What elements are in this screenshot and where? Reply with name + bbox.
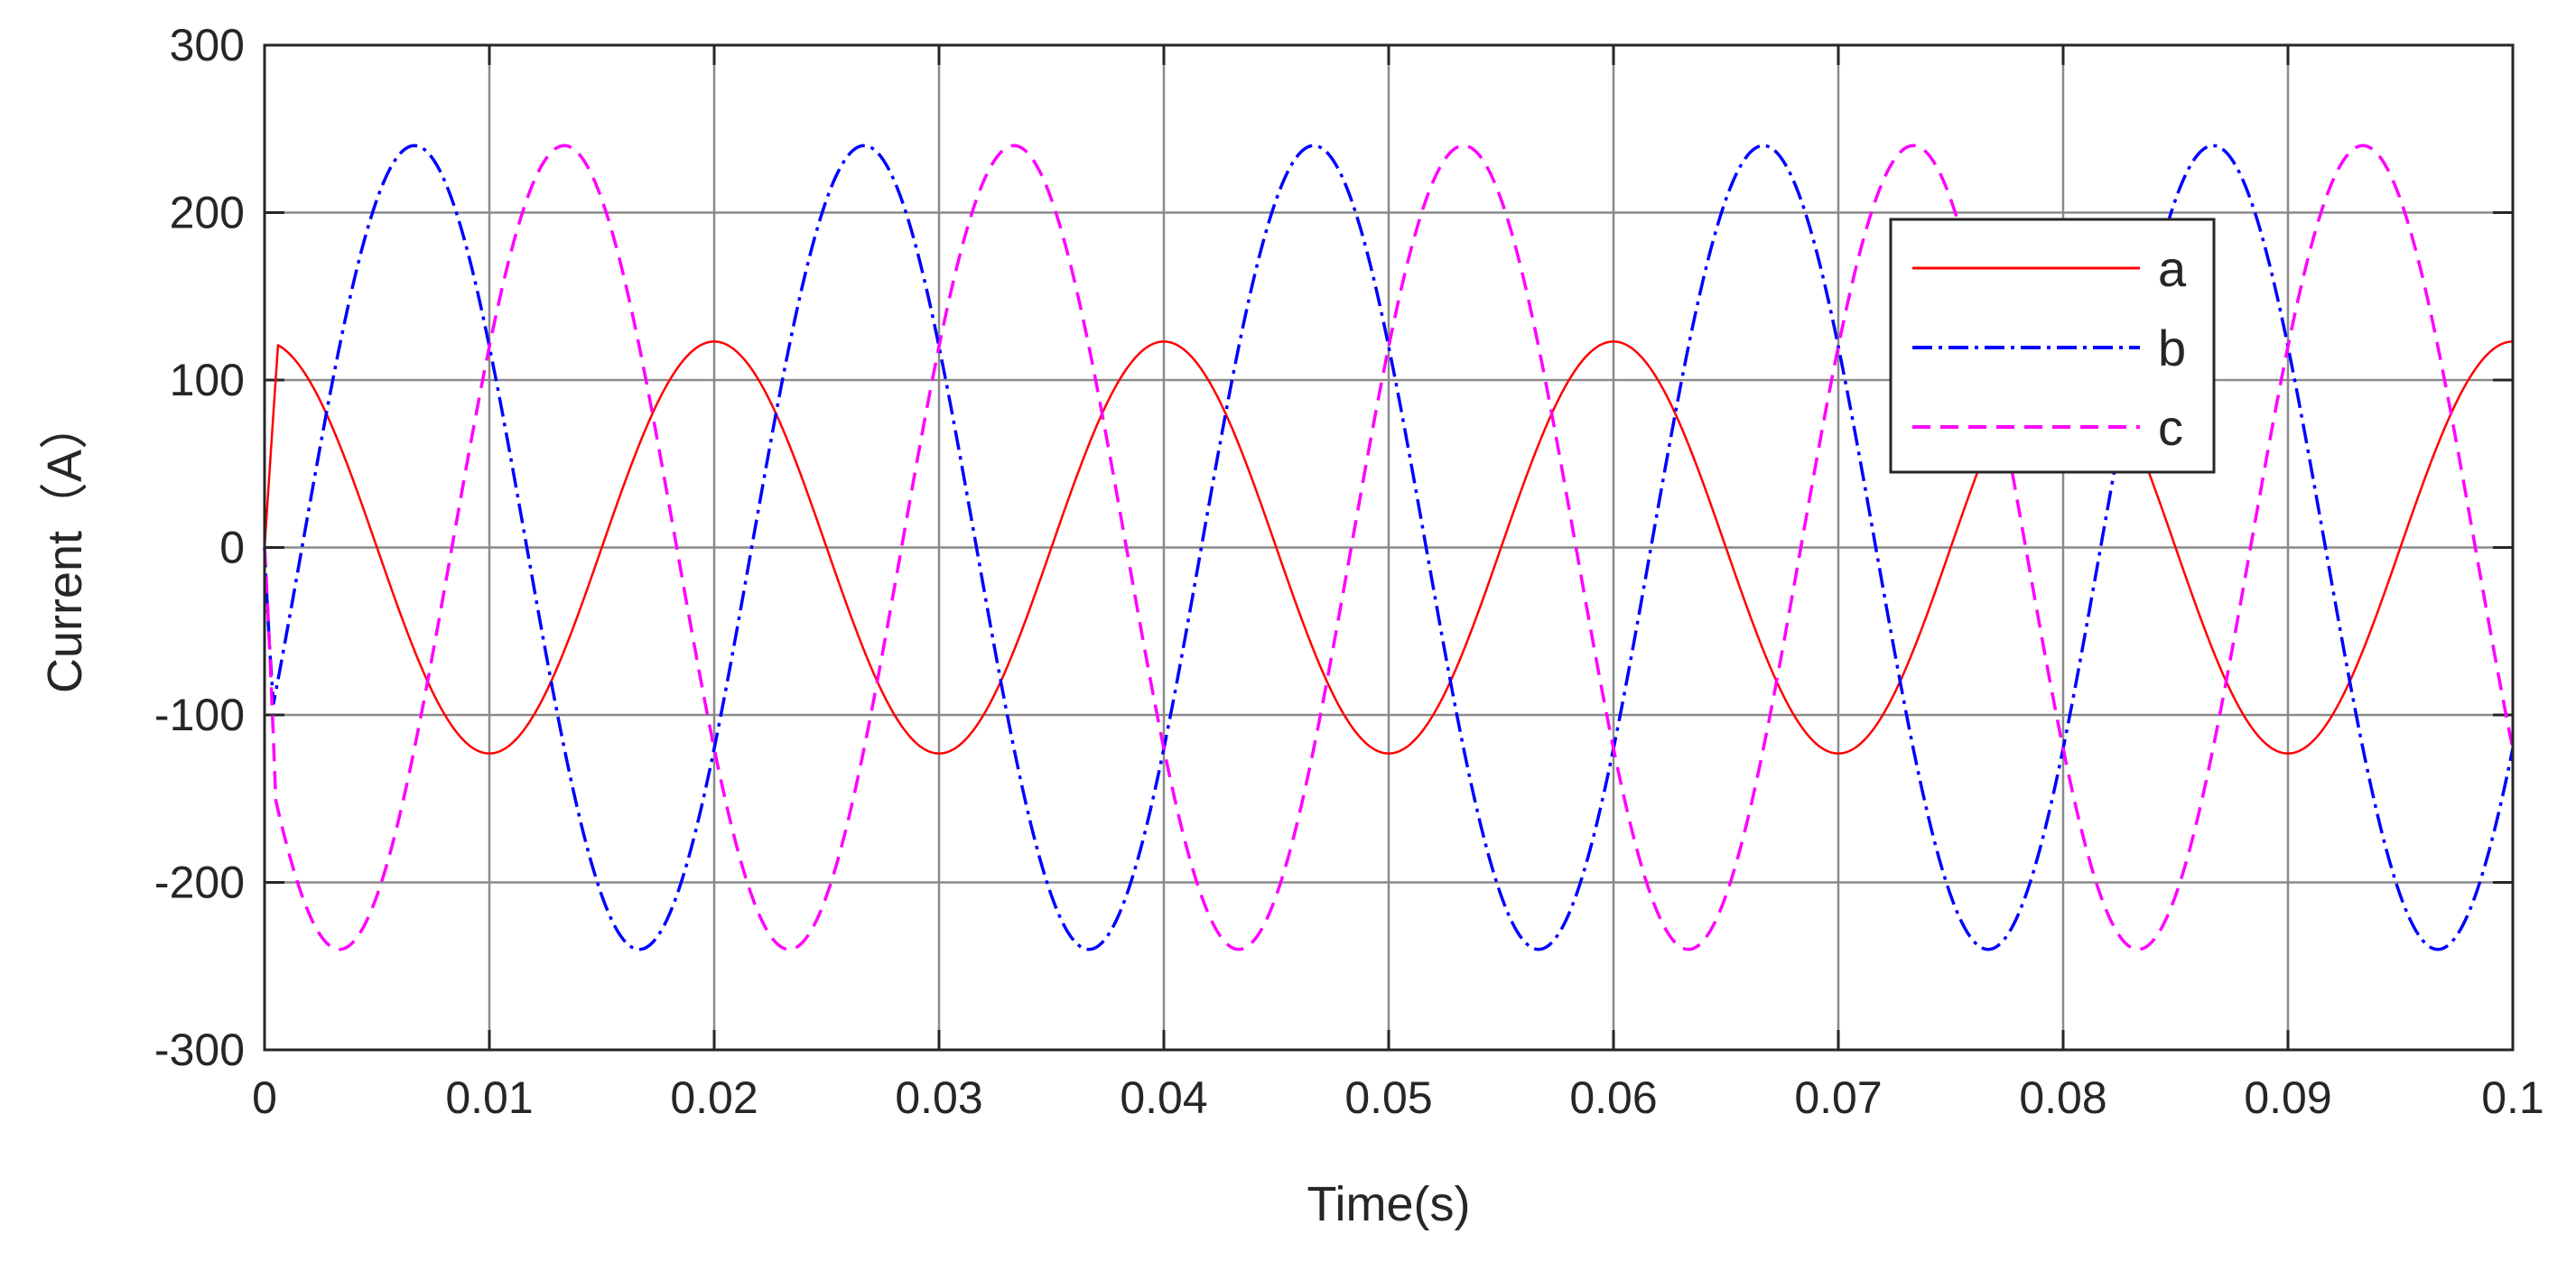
- y-tick-label: -200: [154, 858, 245, 908]
- x-tick-label: 0.09: [2244, 1072, 2331, 1123]
- y-tick-labels: 300 200 100 0 -100 -200 -300: [154, 20, 245, 1075]
- x-tick-labels: 0 0.01 0.02 0.03 0.04 0.05 0.06 0.07 0.08 0.09 0.1: [252, 1072, 2544, 1123]
- legend-label-c: c: [2158, 399, 2183, 456]
- plot-frame: [263, 43, 2515, 1052]
- x-tick-label: 0.03: [895, 1072, 982, 1123]
- y-tick-label: 300: [170, 20, 245, 70]
- x-tick-label: 0.01: [445, 1072, 533, 1123]
- x-tick-label: 0.07: [1794, 1072, 1882, 1123]
- x-tick-label: 0.02: [670, 1072, 758, 1123]
- y-tick-label: -300: [154, 1025, 245, 1075]
- y-tick-label: -100: [154, 690, 245, 740]
- legend: a b c: [1889, 218, 2216, 474]
- y-tick-label: 0: [219, 523, 245, 573]
- y-tick-label: 200: [170, 188, 245, 238]
- series-line-b: [263, 144, 2515, 951]
- legend-box: [1889, 218, 2216, 474]
- y-axis-title: Current（A）: [38, 401, 92, 693]
- series-line-c: [263, 144, 2515, 951]
- grid: [265, 45, 2513, 1050]
- x-tick-label: 0.08: [2019, 1072, 2106, 1123]
- x-axis-title: Time(s): [1307, 1177, 1471, 1231]
- x-tick-label: 0.06: [1569, 1072, 1657, 1123]
- x-tick-label: 0.04: [1120, 1072, 1207, 1123]
- x-tick-label: 0: [252, 1072, 277, 1123]
- legend-label-a: a: [2158, 240, 2187, 297]
- legend-label-b: b: [2158, 320, 2186, 376]
- y-tick-label: 100: [170, 355, 245, 405]
- x-tick-label: 0.1: [2481, 1072, 2544, 1123]
- x-tick-label: 0.05: [1344, 1072, 1432, 1123]
